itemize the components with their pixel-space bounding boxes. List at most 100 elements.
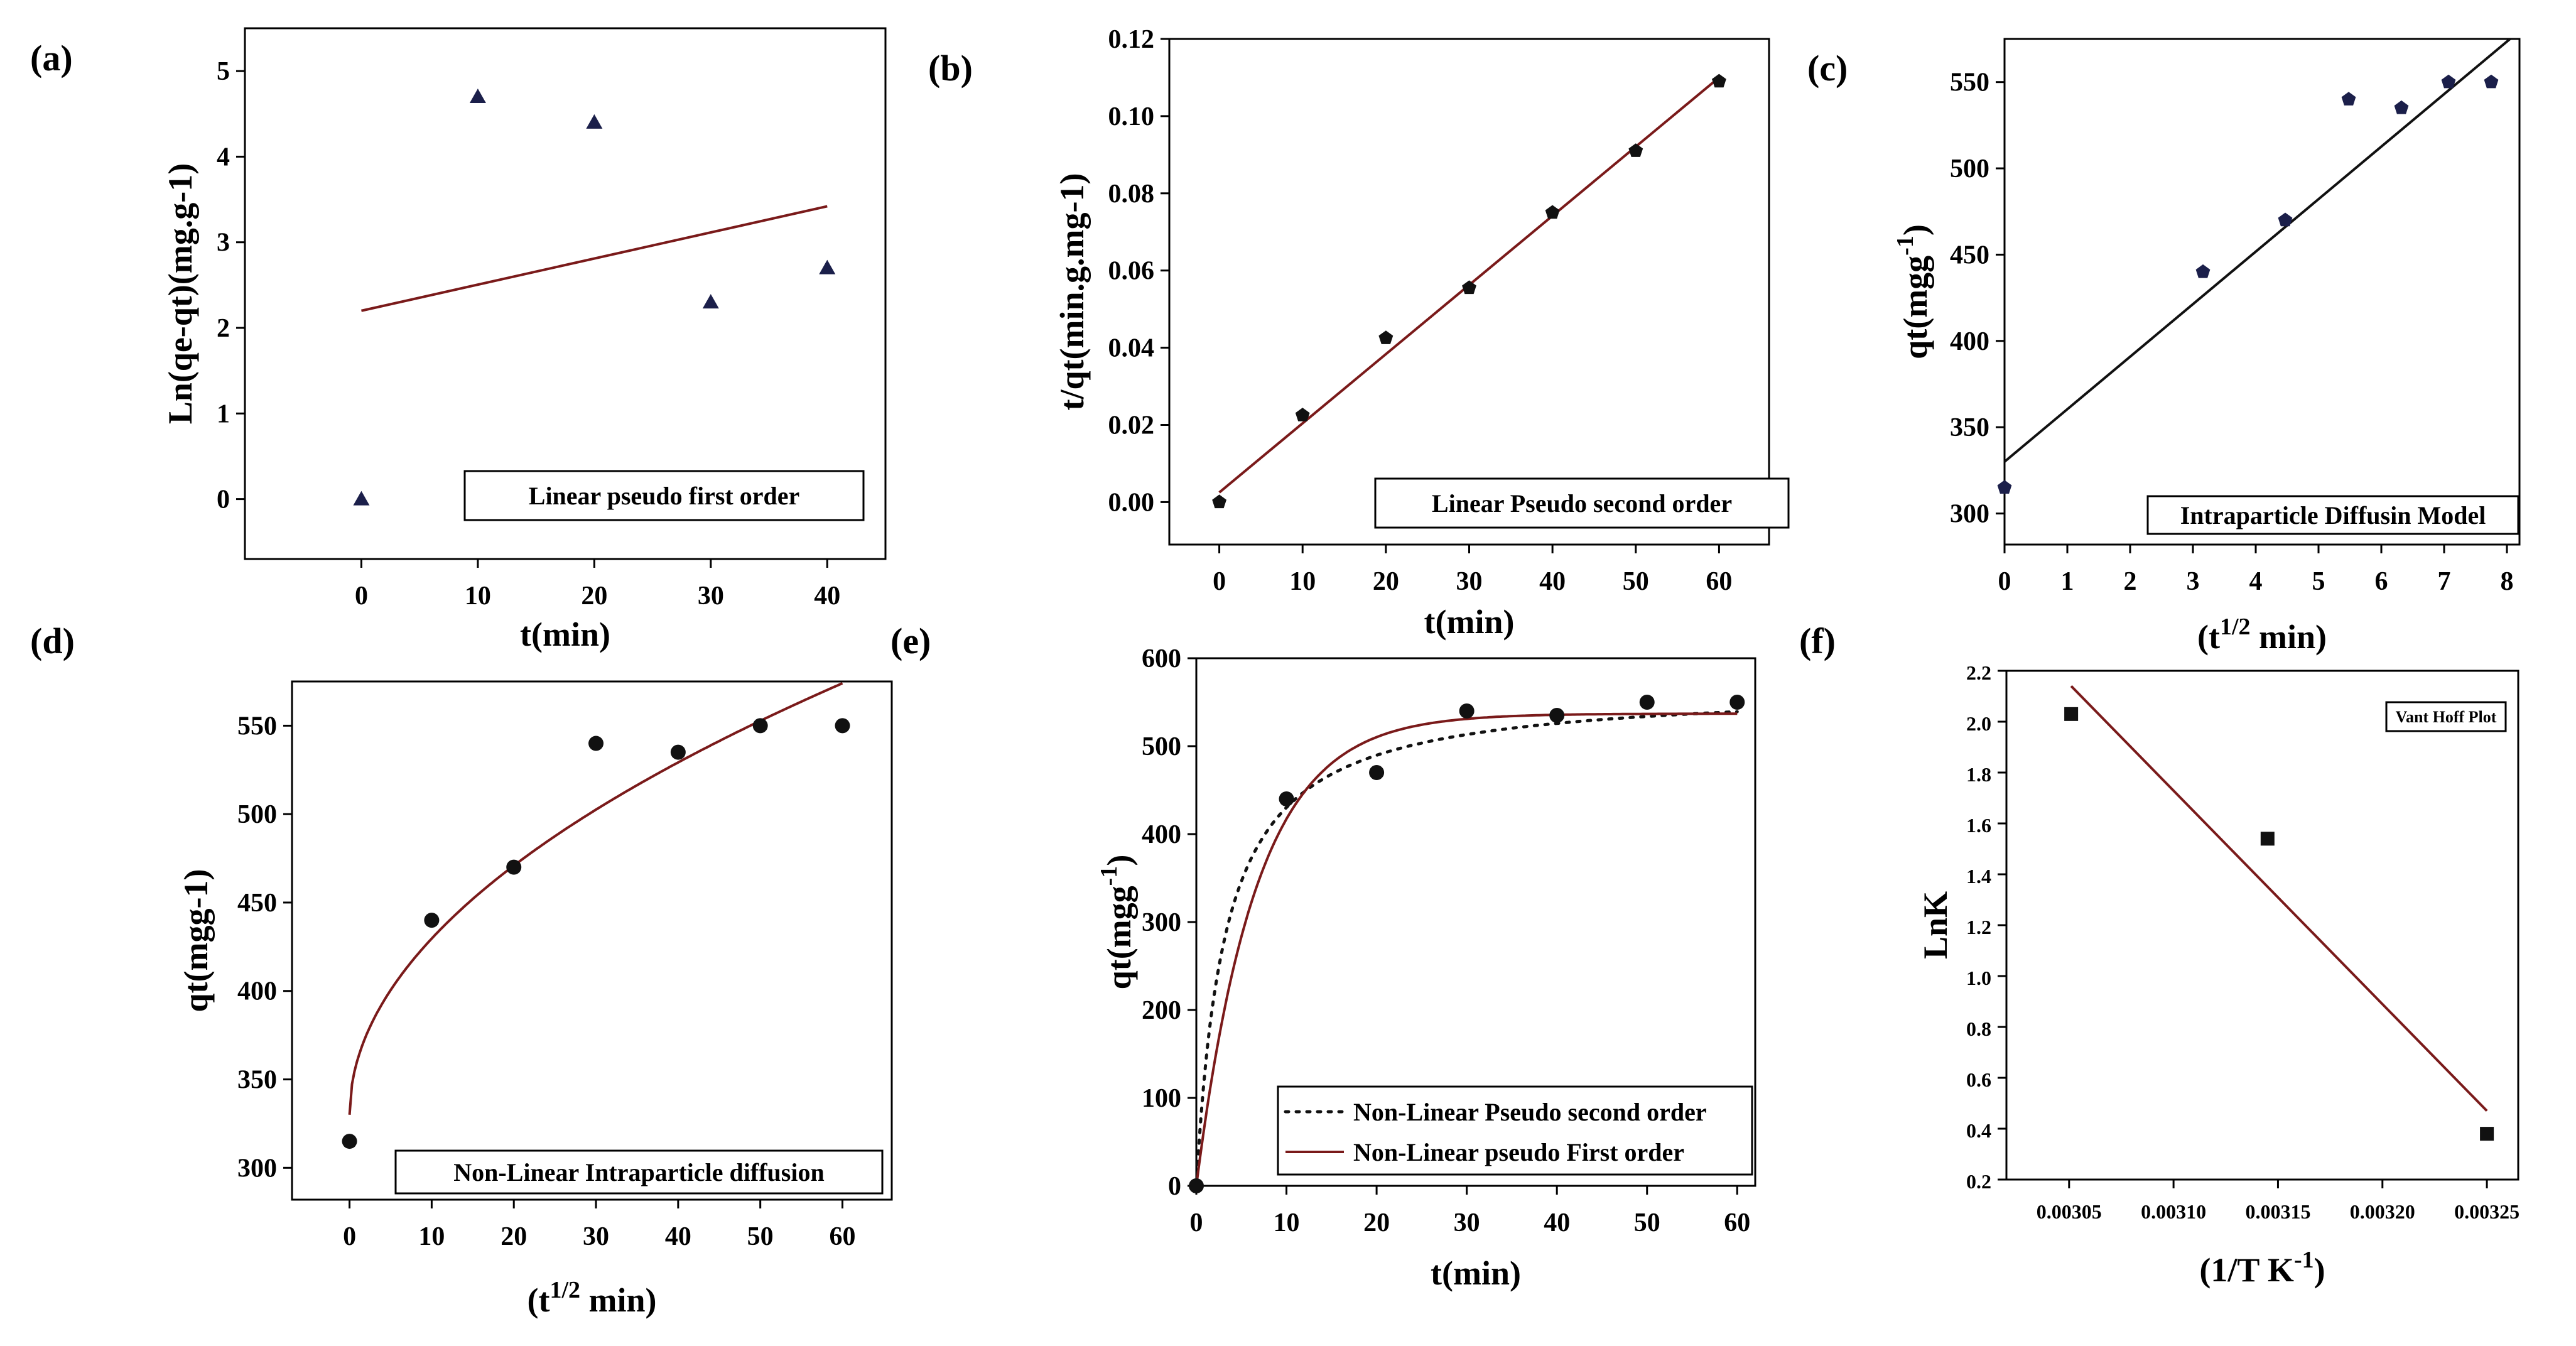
data-point: [2195, 264, 2211, 278]
x-axis-label-main: t(min): [520, 616, 610, 653]
legend-box: [463, 470, 865, 521]
data-point: [1545, 205, 1560, 219]
data-point: [1462, 280, 1476, 295]
x-axis-label-tail: ): [2314, 1251, 2325, 1289]
fit-line: [2070, 685, 2488, 1112]
data-point: [1378, 330, 1394, 344]
y-axis-label-sup: -1: [1096, 866, 1122, 886]
data-point: [2341, 92, 2356, 106]
data-point: [2394, 100, 2409, 114]
y-tick-label: 450: [237, 889, 277, 918]
data-point: [1369, 765, 1385, 780]
plot-frame: [244, 27, 887, 560]
x-tick-label: 1: [2061, 567, 2074, 596]
x-axis-label: (1/T K-1): [2199, 1247, 2325, 1289]
panel-label-e: (e): [890, 621, 931, 661]
y-tick-label: 0.2: [1966, 1170, 1991, 1193]
x-tick-label: 0: [1190, 1208, 1203, 1237]
y-axis-label-main: Ln(qe-qt)(mg.g-1): [161, 163, 199, 424]
legend-box: [2385, 701, 2507, 732]
plot-frame: [2003, 38, 2521, 546]
y-tick-label: 0.10: [1108, 102, 1155, 131]
data-point: [1997, 480, 2012, 494]
y-tick-label: 1.6: [1966, 814, 1991, 837]
y-axis-label-main: qt(mgg: [1100, 886, 1138, 989]
data-point: [1639, 695, 1655, 710]
x-tick-label: 20: [1373, 567, 1399, 596]
y-axis-label-tail: ): [1100, 855, 1138, 866]
x-axis-label-sup: 1/2: [549, 1277, 580, 1303]
x-tick-label: 50: [747, 1222, 774, 1251]
y-axis-label: qt(mgg-1): [1892, 224, 1934, 359]
plot-frame: [291, 680, 893, 1201]
legend-label: Non-Linear Pseudo second order: [1353, 1098, 1707, 1126]
data-point: [1729, 695, 1745, 710]
x-tick-label: 20: [581, 582, 607, 611]
y-tick-label: 450: [1950, 241, 1989, 269]
x-tick-label: 0: [1998, 567, 2011, 596]
x-tick-label: 50: [1623, 567, 1649, 596]
x-tick-label: 60: [830, 1222, 856, 1251]
data-point: [2480, 1127, 2494, 1141]
y-tick-label: 600: [1142, 644, 1181, 673]
x-axis-label: (t1/2 min): [527, 1277, 656, 1319]
x-axis-label-main: t(min): [1424, 603, 1515, 641]
y-tick-label: 500: [1950, 155, 1989, 183]
y-axis-label-main: t/qt(min.g.mg-1): [1053, 173, 1091, 411]
y-tick-label: 1: [217, 399, 230, 428]
y-tick-label: 400: [1142, 820, 1181, 849]
y-tick-label: 300: [1142, 908, 1181, 937]
x-axis-label-sup: -1: [2294, 1247, 2314, 1273]
chart-panel-c: 0 1 2 3 4 5 6 7 8 300 350 400 450 500 550 (t1/2 min) qt(…: [1892, 38, 2521, 656]
y-tick-label: 2.2: [1966, 661, 1991, 684]
data-point: [702, 294, 719, 309]
x-tick-label: 10: [418, 1222, 445, 1251]
y-axis-label: LnK: [1917, 891, 1954, 959]
y-axis-label-main: qt(mgg-1): [177, 869, 215, 1012]
x-tick-label: 0.00325: [2454, 1200, 2519, 1223]
x-tick-label: 10: [1289, 567, 1316, 596]
chart-panel-b: 0 10 20 30 40 50 60 0.00 0.02 0.04 0.06 0.08 0.10 0.1…: [1053, 25, 1790, 641]
fit-line: [361, 205, 828, 312]
x-tick-label: 20: [501, 1222, 527, 1251]
data-point: [2441, 74, 2456, 89]
x-tick-label: 0.00305: [2037, 1200, 2102, 1223]
y-tick-label: 0.04: [1108, 334, 1155, 363]
y-tick-label: 550: [1950, 68, 1989, 97]
x-tick-label: 0: [1213, 567, 1226, 596]
fit-line: [2005, 39, 2511, 463]
x-tick-label: 30: [698, 582, 724, 611]
x-tick-label: 10: [465, 582, 491, 611]
data-point: [586, 114, 603, 129]
chart-panel-d: 0 10 20 30 40 50 60 300 350 400 450 500 550 (t1/2 min…: [177, 680, 893, 1319]
y-axis-label-sup: -1: [1892, 236, 1918, 256]
x-tick-label: 40: [1544, 1208, 1570, 1237]
x-axis-label: t(min): [520, 616, 610, 653]
y-tick-label: 100: [1142, 1084, 1181, 1113]
y-axis-label-tail: ): [1897, 224, 1934, 236]
data-point: [469, 89, 486, 104]
x-axis-label-main: (t: [527, 1281, 549, 1319]
x-tick-label: 40: [665, 1222, 691, 1251]
legend-label: Non-Linear pseudo First order: [1353, 1138, 1684, 1166]
y-tick-label: 0.6: [1966, 1068, 1991, 1091]
x-tick-label: 10: [1274, 1208, 1300, 1237]
y-tick-label: 0.00: [1108, 488, 1155, 517]
x-axis-label-main: (t: [2197, 618, 2220, 656]
x-tick-label: 30: [1456, 567, 1483, 596]
y-tick-label: 1.0: [1966, 967, 1991, 989]
panel-label-c: (c): [1807, 48, 1848, 89]
x-tick-label: 50: [1634, 1208, 1660, 1237]
y-tick-label: 0.8: [1966, 1018, 1991, 1040]
x-tick-label: 0.00310: [2141, 1200, 2206, 1223]
legend-label: Vant Hoff Plot: [2396, 708, 2497, 726]
data-point: [1628, 143, 1643, 157]
x-tick-label: 0.00315: [2245, 1200, 2310, 1223]
x-tick-label: 60: [1724, 1208, 1750, 1237]
y-tick-label: 350: [237, 1066, 277, 1095]
panel-label-b: (b): [928, 48, 973, 89]
x-tick-label: 5: [2312, 567, 2325, 596]
y-tick-label: 0.12: [1108, 25, 1155, 54]
series-curve-pseudo-second-order: [1196, 710, 1739, 1186]
chart-panel-f: 0.00305 0.00310 0.00315 0.00320 0.00325 0.2 0.…: [1917, 661, 2519, 1289]
